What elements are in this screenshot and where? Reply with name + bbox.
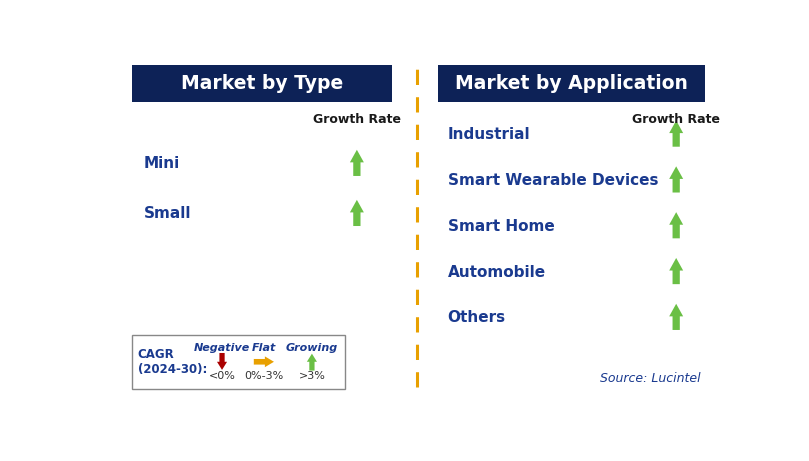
Text: Growth Rate: Growth Rate xyxy=(632,113,720,126)
Polygon shape xyxy=(669,304,683,330)
Polygon shape xyxy=(350,150,364,176)
Text: CAGR
(2024-30):: CAGR (2024-30): xyxy=(138,348,207,376)
Text: <0%: <0% xyxy=(209,371,235,381)
Text: Negative: Negative xyxy=(194,343,250,353)
Text: Growth Rate: Growth Rate xyxy=(313,113,401,126)
Text: Market by Application: Market by Application xyxy=(455,74,688,93)
FancyBboxPatch shape xyxy=(132,65,392,102)
Text: Growing: Growing xyxy=(286,343,338,353)
FancyBboxPatch shape xyxy=(132,335,345,389)
FancyBboxPatch shape xyxy=(438,65,705,102)
Text: >3%: >3% xyxy=(299,371,325,381)
Polygon shape xyxy=(669,212,683,238)
Polygon shape xyxy=(669,166,683,193)
Polygon shape xyxy=(217,353,227,370)
Text: 0%-3%: 0%-3% xyxy=(244,371,283,381)
Text: Small: Small xyxy=(144,207,191,221)
Text: Smart Wearable Devices: Smart Wearable Devices xyxy=(447,173,658,188)
Text: Automobile: Automobile xyxy=(447,265,546,279)
Polygon shape xyxy=(307,354,317,371)
Text: Flat: Flat xyxy=(252,343,276,353)
Text: Source: Lucintel: Source: Lucintel xyxy=(600,372,701,385)
Polygon shape xyxy=(350,200,364,226)
Text: Market by Type: Market by Type xyxy=(181,74,343,93)
Text: Others: Others xyxy=(447,310,506,325)
Polygon shape xyxy=(254,356,274,367)
Text: Smart Home: Smart Home xyxy=(447,219,554,234)
Polygon shape xyxy=(669,258,683,284)
Polygon shape xyxy=(669,120,683,147)
Text: Mini: Mini xyxy=(144,156,180,171)
Text: Industrial: Industrial xyxy=(447,127,530,142)
